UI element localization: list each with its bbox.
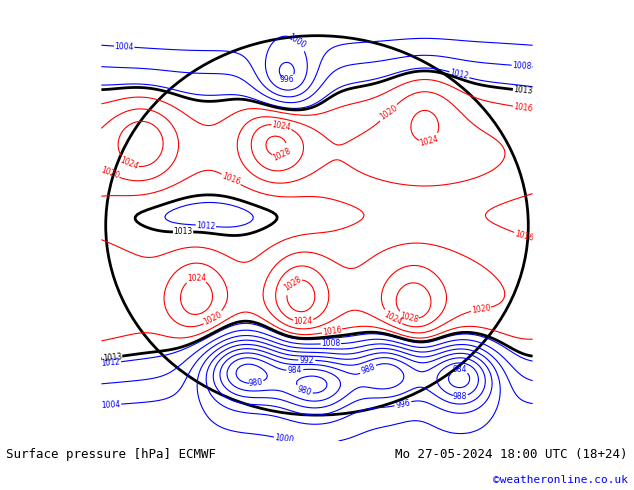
Text: 980: 980 — [296, 384, 313, 397]
Text: 1020: 1020 — [100, 166, 120, 180]
Text: 1024: 1024 — [419, 134, 440, 147]
Text: 1028: 1028 — [271, 146, 292, 163]
Text: 1024: 1024 — [271, 120, 292, 132]
Text: 1000: 1000 — [274, 433, 294, 445]
Text: 1008: 1008 — [321, 339, 340, 348]
Text: 1020: 1020 — [378, 103, 399, 122]
Text: 1024: 1024 — [294, 317, 313, 326]
Text: 1016: 1016 — [514, 229, 534, 243]
Text: 984: 984 — [452, 366, 467, 374]
Text: 1028: 1028 — [282, 274, 303, 293]
Text: 1013: 1013 — [102, 352, 122, 363]
Text: 1024: 1024 — [186, 274, 206, 283]
Text: 984: 984 — [287, 366, 302, 375]
Text: 1012: 1012 — [449, 69, 470, 81]
Text: 988: 988 — [452, 392, 467, 401]
Text: 1004: 1004 — [101, 400, 121, 410]
Text: 1024: 1024 — [119, 155, 139, 172]
Text: 1020: 1020 — [202, 310, 224, 327]
Text: 996: 996 — [279, 74, 294, 84]
Text: 1012: 1012 — [196, 220, 216, 231]
Text: Mo 27-05-2024 18:00 UTC (18+24): Mo 27-05-2024 18:00 UTC (18+24) — [395, 447, 628, 461]
Text: 996: 996 — [395, 398, 411, 410]
Text: 1028: 1028 — [399, 311, 419, 324]
Text: 1024: 1024 — [382, 310, 403, 327]
Text: 1016: 1016 — [322, 325, 342, 337]
Text: 1016: 1016 — [221, 172, 242, 187]
Text: 1013: 1013 — [513, 85, 533, 96]
Text: 1008: 1008 — [512, 61, 532, 71]
Text: 1004: 1004 — [114, 42, 134, 51]
Text: Surface pressure [hPa] ECMWF: Surface pressure [hPa] ECMWF — [6, 447, 216, 461]
Text: ©weatheronline.co.uk: ©weatheronline.co.uk — [493, 475, 628, 485]
Text: 992: 992 — [299, 356, 314, 365]
Text: 1012: 1012 — [101, 358, 121, 368]
Text: 988: 988 — [359, 363, 377, 376]
Text: 1016: 1016 — [513, 102, 533, 114]
Text: 1013: 1013 — [174, 227, 193, 237]
Text: 980: 980 — [247, 378, 262, 389]
Text: 1020: 1020 — [471, 303, 491, 315]
Text: 1000: 1000 — [287, 32, 307, 50]
